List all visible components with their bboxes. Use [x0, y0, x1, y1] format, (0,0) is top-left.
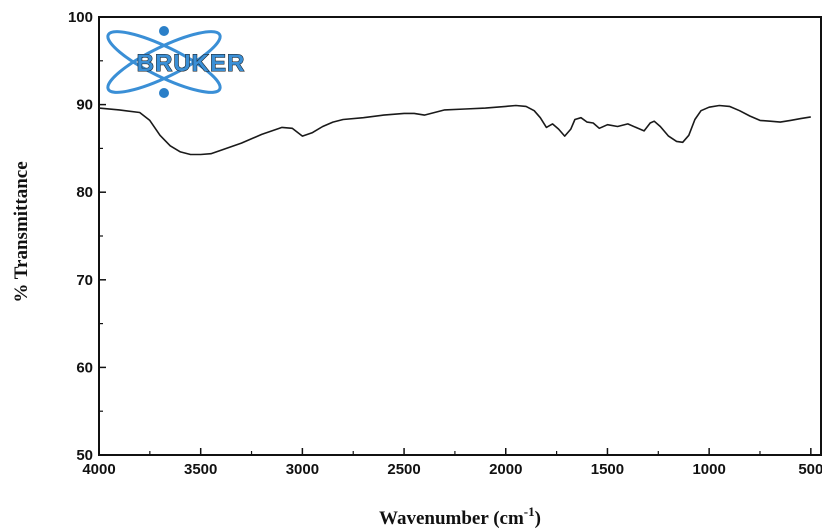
y-tick-label: 50: [76, 447, 93, 464]
y-tick-label: 80: [76, 184, 93, 201]
x-tick-label: 3000: [286, 461, 319, 478]
y-tick-label: 100: [68, 9, 93, 26]
x-tick-labels: 4000 3500 3000 2500 2000 1500 1000 500: [82, 461, 822, 478]
bruker-logo: BRUKER: [106, 26, 246, 98]
bruker-logo-text: BRUKER: [137, 50, 246, 77]
y-tick-label: 70: [76, 272, 93, 289]
x-tick-label: 3500: [184, 461, 217, 478]
plot-frame: [98, 16, 822, 456]
transmittance-line: [98, 104, 811, 156]
x-tick-label: 2500: [387, 461, 420, 478]
y-axis-title: % Transmittance: [11, 161, 32, 302]
y-tick-label: 60: [76, 359, 93, 376]
axis-ticks: [98, 16, 812, 456]
x-axis-title-main: Wavenumber (cm: [379, 508, 524, 529]
x-tick-label: 2000: [489, 461, 522, 478]
x-tick-label: 4000: [82, 461, 115, 478]
x-axis-title-superscript: -1: [524, 504, 535, 519]
x-tick-label: 500: [798, 461, 822, 478]
x-tick-label: 1000: [692, 461, 725, 478]
y-tick-labels: 50 60 70 80 90 100: [68, 9, 93, 464]
x-axis-title-suffix: ): [535, 508, 541, 529]
x-axis-title: Wavenumber (cm-1): [379, 504, 541, 529]
atom-orbit-icon: [106, 26, 222, 98]
x-tick-label: 1500: [591, 461, 624, 478]
y-tick-label: 90: [76, 97, 93, 114]
